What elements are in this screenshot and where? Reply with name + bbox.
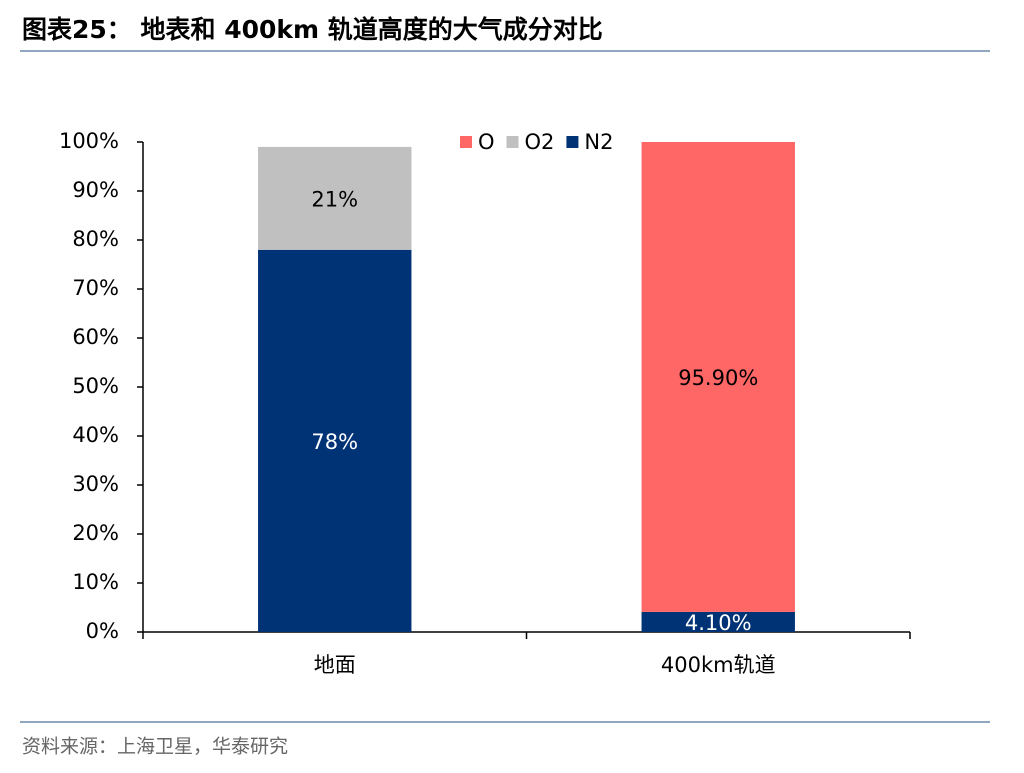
bar-segment [641, 142, 795, 612]
y-tick-label: 80% [72, 227, 119, 251]
y-tick-label: 10% [72, 570, 119, 594]
y-tick-label: 90% [72, 178, 119, 202]
legend-swatch [506, 136, 519, 148]
data-label: 95.90% [678, 366, 758, 390]
y-tick-label: 30% [72, 472, 119, 496]
bar-segment [641, 611, 795, 632]
chart-title: 图表25： 地表和 400km 轨道高度的大气成分对比 [22, 15, 603, 44]
data-label: 78% [311, 430, 358, 454]
source-note: 资料来源：上海卫星，华泰研究 [22, 736, 288, 758]
legend-label: N2 [584, 130, 613, 154]
y-tick-label: 0% [86, 619, 119, 643]
y-tick-label: 100% [59, 129, 119, 153]
legend-swatch [460, 136, 472, 148]
y-tick-label: 50% [72, 374, 119, 398]
data-label: 21% [311, 187, 358, 211]
y-tick-label: 20% [72, 521, 119, 545]
legend-swatch [566, 136, 579, 148]
x-tick-label: 400km轨道 [661, 653, 776, 677]
y-tick-label: 60% [72, 325, 119, 349]
x-tick-label: 地面 [314, 653, 356, 677]
bar-segment [258, 249, 412, 633]
data-label: 4.10% [685, 611, 752, 635]
legend-label: O2 [525, 130, 555, 154]
y-tick-label: 40% [72, 423, 119, 447]
legend-label: O [478, 130, 495, 154]
bar-segment [258, 146, 412, 250]
y-tick-label: 70% [72, 276, 119, 300]
